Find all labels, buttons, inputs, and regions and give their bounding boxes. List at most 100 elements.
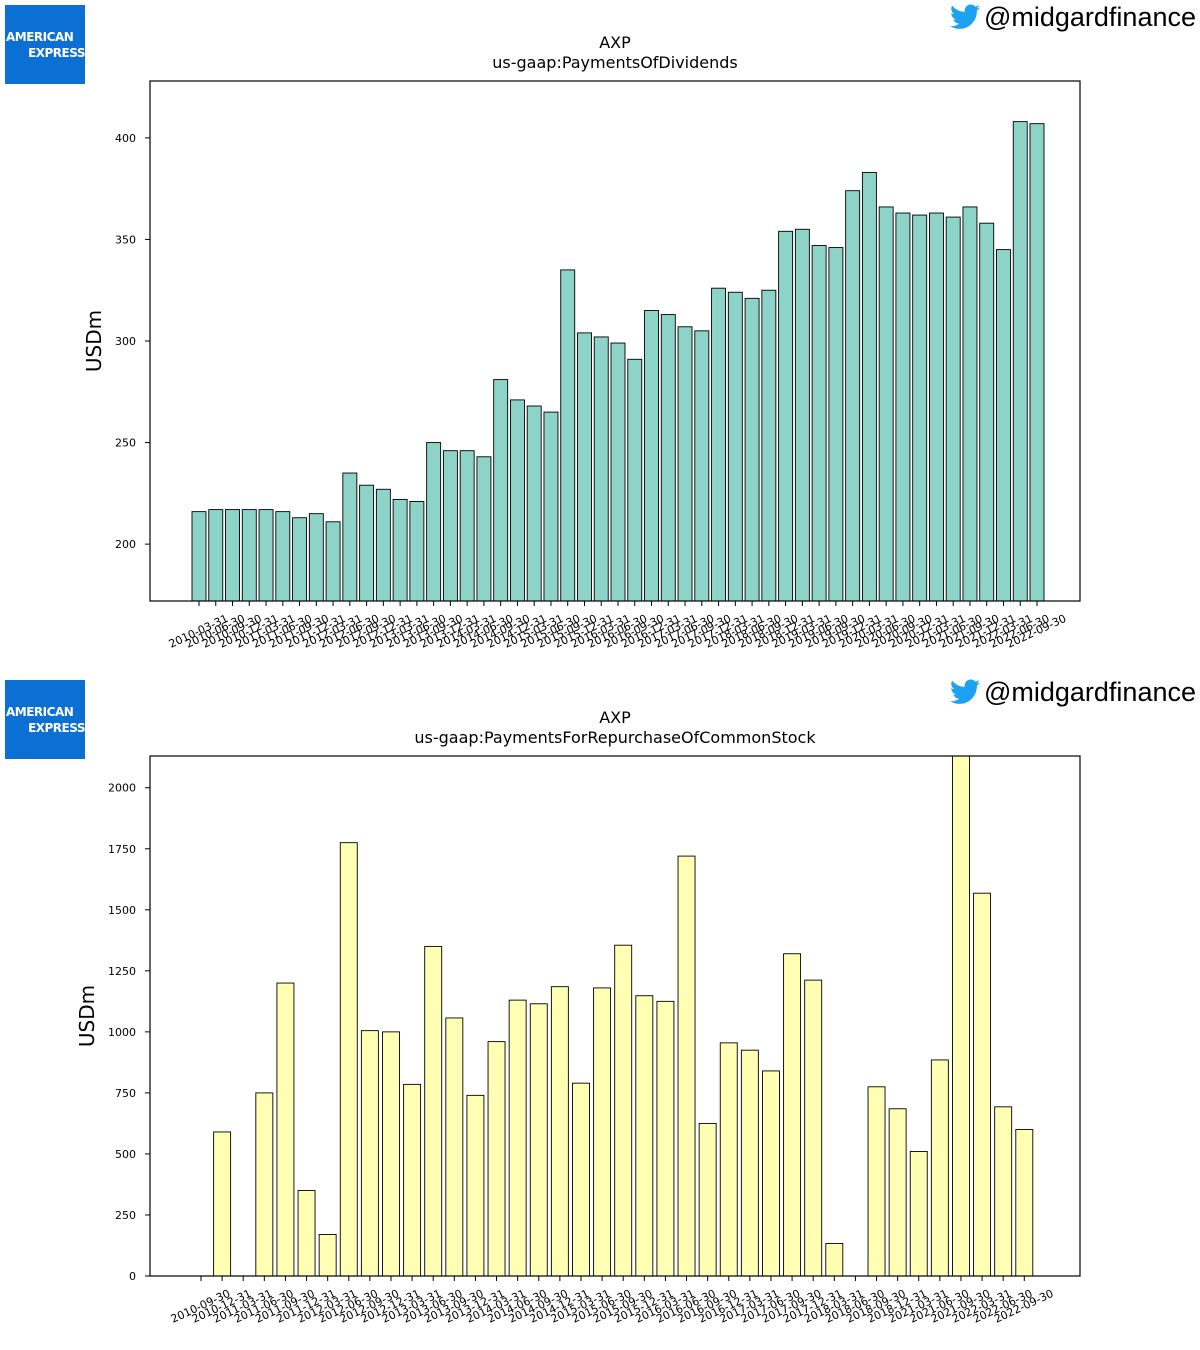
bar <box>656 1000 675 1277</box>
chart-subtitle: us-gaap:PaymentsForRepurchaseOfCommonSto… <box>414 728 816 747</box>
bars-group <box>213 755 1034 1277</box>
bar <box>342 472 358 602</box>
y-tick-label: 300 <box>115 335 136 348</box>
bar <box>778 230 794 602</box>
bar <box>593 336 609 602</box>
bar <box>424 945 443 1277</box>
bar <box>614 944 633 1277</box>
logo-text-line1: AMERICAN <box>6 705 74 719</box>
bar <box>677 855 696 1277</box>
bar <box>508 999 527 1277</box>
bar <box>794 228 810 602</box>
bar <box>526 405 542 602</box>
bar <box>996 249 1011 602</box>
bar <box>677 326 693 602</box>
bar <box>442 450 458 602</box>
bar <box>973 892 992 1277</box>
bar <box>1012 121 1028 602</box>
bar <box>325 521 341 602</box>
bar <box>529 1003 548 1277</box>
bar <box>928 212 944 602</box>
bar <box>1015 1129 1034 1277</box>
bar <box>610 342 626 602</box>
plot-frame <box>149 755 1081 1277</box>
bar <box>208 509 224 602</box>
y-tick-label: 2000 <box>108 782 136 795</box>
bar <box>292 517 308 602</box>
bar <box>375 488 391 602</box>
bar <box>466 1094 485 1277</box>
bar <box>1029 123 1045 602</box>
y-tick-label: 200 <box>115 538 136 551</box>
y-tick-label: 500 <box>115 1148 136 1161</box>
chart-subtitle: us-gaap:PaymentsOfDividends <box>492 53 737 72</box>
bar <box>191 511 207 602</box>
logo-text-line1: AMERICAN <box>6 30 74 44</box>
bar <box>476 456 492 602</box>
bar <box>828 247 844 602</box>
bar <box>241 509 257 602</box>
bar <box>493 379 509 602</box>
y-axis-label: USDm <box>75 985 99 1047</box>
bar <box>962 206 978 602</box>
bar <box>426 442 442 602</box>
repurchase-chart-panel: AMERICAN EXPRESS @midgardfinance AXP us-… <box>0 675 1200 1350</box>
american-express-logo: AMERICAN EXPRESS <box>5 680 86 759</box>
bar <box>994 1106 1013 1277</box>
bar <box>694 330 710 602</box>
twitter-bird-icon <box>949 4 980 29</box>
bar <box>487 1041 506 1277</box>
bar <box>509 399 525 602</box>
bar <box>258 509 274 602</box>
bar <box>225 509 240 602</box>
bar <box>445 1017 464 1277</box>
bar <box>711 287 727 602</box>
bar <box>912 214 928 602</box>
bar <box>698 1122 717 1277</box>
bar <box>930 1059 949 1277</box>
bar <box>560 269 576 602</box>
bar <box>861 171 877 602</box>
bar <box>804 979 823 1277</box>
bar <box>635 995 654 1277</box>
bar <box>878 206 894 602</box>
bar <box>572 1082 590 1277</box>
bar <box>593 987 612 1277</box>
twitter-bird-icon <box>949 679 980 704</box>
bar <box>660 314 676 602</box>
bar <box>945 216 961 602</box>
bar <box>719 1042 738 1277</box>
bar <box>275 511 291 602</box>
bar <box>895 212 911 602</box>
y-tick-label: 350 <box>115 233 136 246</box>
bar <box>308 513 324 602</box>
bar <box>825 1243 844 1277</box>
logo-text-line2: EXPRESS <box>28 721 85 735</box>
y-tick-label: 1000 <box>108 1026 136 1039</box>
y-tick-label: 250 <box>115 437 136 450</box>
bar <box>550 986 569 1277</box>
bar <box>255 1092 274 1277</box>
bar <box>762 1070 780 1277</box>
bar <box>359 484 375 602</box>
bar <box>360 1030 379 1277</box>
y-tick-label: 0 <box>129 1270 136 1283</box>
y-tick-label: 1500 <box>108 904 136 917</box>
bar <box>459 450 475 602</box>
bar <box>727 291 743 602</box>
y-tick-label: 400 <box>115 132 136 145</box>
bar <box>761 289 777 602</box>
bar <box>909 1151 928 1277</box>
bar <box>888 1108 907 1277</box>
bar <box>740 1049 759 1277</box>
y-tick-label: 1750 <box>108 843 136 856</box>
bar <box>339 842 358 1277</box>
bar <box>382 1031 400 1277</box>
bar <box>297 1190 316 1277</box>
bar <box>409 501 425 602</box>
bars-group <box>191 121 1045 602</box>
bar <box>392 498 408 602</box>
handle-text: @midgardfinance <box>983 1 1196 32</box>
bar <box>811 245 827 602</box>
bar <box>783 953 802 1277</box>
